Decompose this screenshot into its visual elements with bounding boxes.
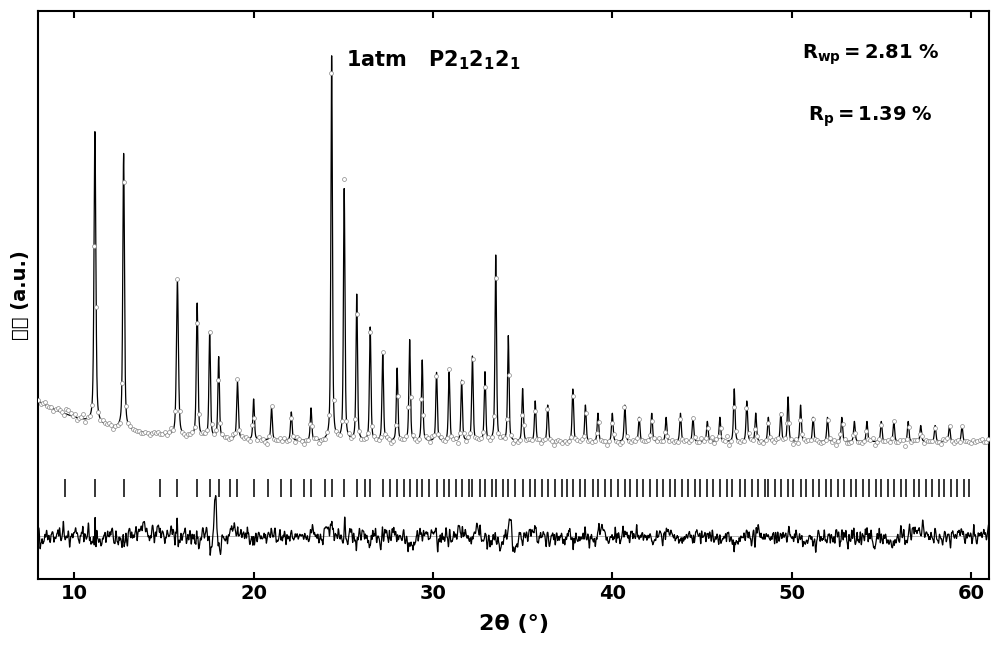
Text: $\mathbf{R_p}$$\mathbf{=1.39\ \%}$: $\mathbf{R_p}$$\mathbf{=1.39\ \%}$ bbox=[808, 104, 932, 129]
Text: $\mathbf{R_{wp}}$$\mathbf{=2.81\ \%}$: $\mathbf{R_{wp}}$$\mathbf{=2.81\ \%}$ bbox=[802, 43, 939, 67]
Y-axis label: 强度 (a.u.): 强度 (a.u.) bbox=[11, 250, 30, 340]
Text: $\mathbf{1atm}$   $\mathbf{P2_12_12_1}$: $\mathbf{1atm}$ $\mathbf{P2_12_12_1}$ bbox=[346, 48, 520, 72]
X-axis label: 2θ (°): 2θ (°) bbox=[479, 614, 549, 634]
